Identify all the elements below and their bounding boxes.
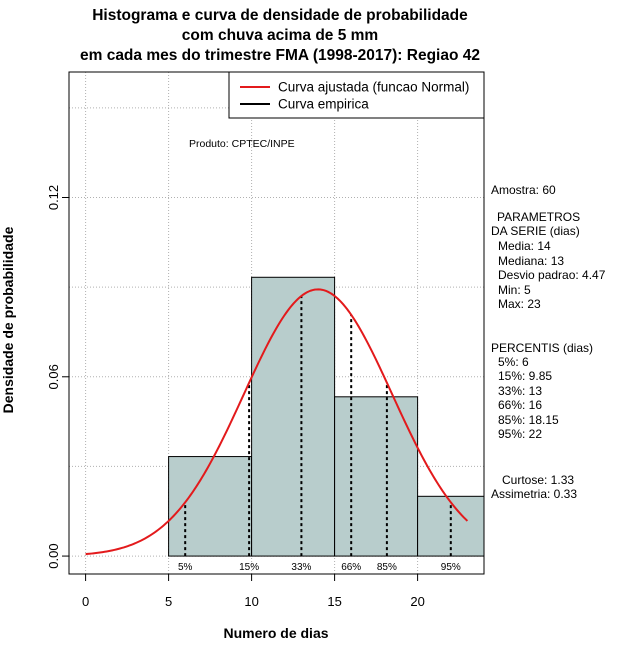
stat-p15: 15%: 9.85 xyxy=(498,369,553,383)
legend: Curva ajustada (funcao Normal) Curva emp… xyxy=(228,71,485,119)
x-tick-label: 5 xyxy=(165,594,172,609)
percentile-lines: 5% 15% 33% 66% 85% 95% xyxy=(178,295,461,573)
percentile-label: 85% xyxy=(377,562,397,573)
histogram-bar xyxy=(334,396,419,557)
stat-min: Min: 5 xyxy=(498,283,531,297)
x-tick-label: 15 xyxy=(327,594,341,609)
percentile-label: 5% xyxy=(178,562,193,573)
legend-empirical-label: Curva empirica xyxy=(278,97,369,112)
stat-amostra: Amostra: 60 xyxy=(491,183,556,197)
percentile-label: 95% xyxy=(441,562,461,573)
percentis-title: PERCENTIS (dias) xyxy=(491,341,594,355)
params-title-2: DA SERIE (dias) xyxy=(491,224,580,238)
stat-desvio: Desvio padrao: 4.47 xyxy=(498,268,606,282)
stat-p85: 85%: 18.15 xyxy=(498,413,559,427)
legend-fitted-label: Curva ajustada (funcao Normal) xyxy=(278,80,469,95)
chart-title-line3: em cada mes do trimestre FMA (1998-2017)… xyxy=(79,47,480,64)
y-tick-label: 0.12 xyxy=(46,185,61,210)
stat-max: Max: 23 xyxy=(498,297,541,311)
chart-title-line2: com chuva acima de 5 mm xyxy=(181,27,379,44)
x-tick-label: 0 xyxy=(82,594,89,609)
stat-p66: 66%: 16 xyxy=(498,398,543,412)
stat-assimetria: Assimetria: 0.33 xyxy=(491,487,578,501)
stat-p5: 5%: 6 xyxy=(498,355,529,369)
x-tick-label: 20 xyxy=(410,594,424,609)
params-title-1: PARAMETROS xyxy=(497,210,581,224)
chart-title-line1: Histograma e curva de densidade de proba… xyxy=(92,7,468,24)
stat-mediana: Mediana: 13 xyxy=(498,254,565,268)
percentile-label: 66% xyxy=(341,562,361,573)
y-tick-label: 0.00 xyxy=(46,543,61,568)
percentile-label: 15% xyxy=(239,562,259,573)
percentile-label: 33% xyxy=(291,562,311,573)
y-tick-label: 0.06 xyxy=(46,364,61,389)
y-axis-label: Densidade de probabilidade xyxy=(0,226,16,413)
stat-media: Media: 14 xyxy=(498,239,551,253)
histogram-bars xyxy=(168,276,485,557)
product-label: Produto: CPTEC/INPE xyxy=(189,138,295,150)
stat-curtose: Curtose: 1.33 xyxy=(502,473,575,487)
stat-p33: 33%: 13 xyxy=(498,384,543,398)
legend-box xyxy=(228,71,485,119)
x-tick-label: 10 xyxy=(244,594,258,609)
axes: 0 5 10 15 20 0.00 0.06 0.12 xyxy=(46,185,425,609)
normal-fit-curve xyxy=(85,288,469,556)
histogram-bar xyxy=(251,276,336,557)
stat-p95: 95%: 22 xyxy=(498,427,543,441)
x-axis-label: Numero de dias xyxy=(223,625,328,641)
